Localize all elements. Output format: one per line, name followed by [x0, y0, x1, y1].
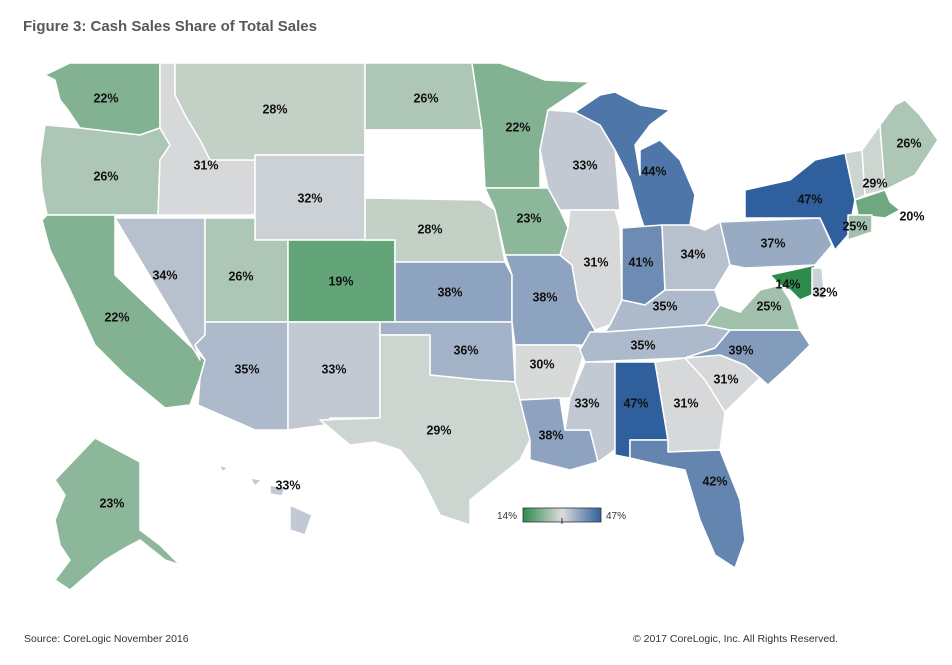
state-AK	[54, 437, 181, 591]
state-label-ME: 26%	[896, 136, 921, 150]
state-label-VA: 25%	[756, 299, 781, 313]
state-label-AR: 30%	[529, 357, 554, 371]
legend-max-label: 47%	[606, 511, 626, 522]
state-label-CT: 25%	[842, 219, 867, 233]
state-label-AZ: 35%	[234, 362, 259, 376]
state-label-IN: 41%	[628, 255, 653, 269]
color-legend: 14% 47%	[497, 507, 626, 524]
state-label-NY: 47%	[797, 192, 822, 206]
state-label-NC: 39%	[728, 343, 753, 357]
state-label-NV: 34%	[152, 268, 177, 282]
state-label-KS: 38%	[437, 285, 462, 299]
state-label-VT: 29%	[862, 176, 887, 190]
state-CA	[41, 214, 206, 409]
state-label-WI: 33%	[572, 158, 597, 172]
state-label-KY: 35%	[652, 299, 677, 313]
copyright-note: © 2017 CoreLogic, Inc. All Rights Reserv…	[633, 633, 839, 645]
state-label-WA: 22%	[93, 91, 118, 105]
state-label-FL: 42%	[702, 474, 727, 488]
state-label-LA: 38%	[538, 428, 563, 442]
state-label-SC: 31%	[713, 372, 738, 386]
state-label-MS: 33%	[574, 396, 599, 410]
state-TX	[319, 334, 531, 526]
state-label-MN: 22%	[505, 120, 530, 134]
state-label-MA: 20%	[899, 209, 924, 223]
state-label-ND: 26%	[413, 91, 438, 105]
state-IL	[559, 209, 623, 331]
map-title: Figure 3: Cash Sales Share of Total Sale…	[23, 18, 317, 35]
state-label-TN: 35%	[630, 338, 655, 352]
state-label-NM: 33%	[321, 362, 346, 376]
state-label-MI: 44%	[641, 164, 666, 178]
state-label-OK: 36%	[453, 343, 478, 357]
state-CT	[847, 214, 873, 241]
state-label-DE: 32%	[812, 285, 837, 299]
state-SD	[364, 129, 486, 201]
state-label-NE: 28%	[417, 222, 442, 236]
state-label-IA: 23%	[516, 211, 541, 225]
state-label-IL: 31%	[583, 255, 608, 269]
state-label-UT: 26%	[228, 269, 253, 283]
legend-min-label: 14%	[497, 511, 517, 522]
state-label-TX: 29%	[426, 423, 451, 437]
state-label-AK: 23%	[99, 496, 124, 510]
state-MD	[769, 264, 816, 301]
state-label-CA: 22%	[104, 310, 129, 324]
state-AR	[514, 344, 586, 401]
state-label-OR: 26%	[93, 169, 118, 183]
state-label-CO: 19%	[328, 274, 353, 288]
state-DE	[811, 267, 826, 301]
state-label-OH: 34%	[680, 247, 705, 261]
state-label-WY: 32%	[297, 191, 322, 205]
source-note: Source: CoreLogic November 2016	[24, 633, 189, 645]
state-HI	[219, 464, 313, 536]
state-label-ID: 31%	[193, 158, 218, 172]
state-label-MT: 28%	[262, 102, 287, 116]
state-MI	[574, 91, 696, 231]
state-label-AL: 47%	[623, 396, 648, 410]
state-FL	[629, 439, 746, 569]
state-label-HI: 33%	[275, 478, 300, 492]
state-label-MD: 14%	[775, 277, 800, 291]
state-label-MO: 38%	[532, 290, 557, 304]
state-label-PA: 37%	[760, 236, 785, 250]
state-label-GA: 31%	[673, 396, 698, 410]
state-ME	[879, 99, 939, 191]
